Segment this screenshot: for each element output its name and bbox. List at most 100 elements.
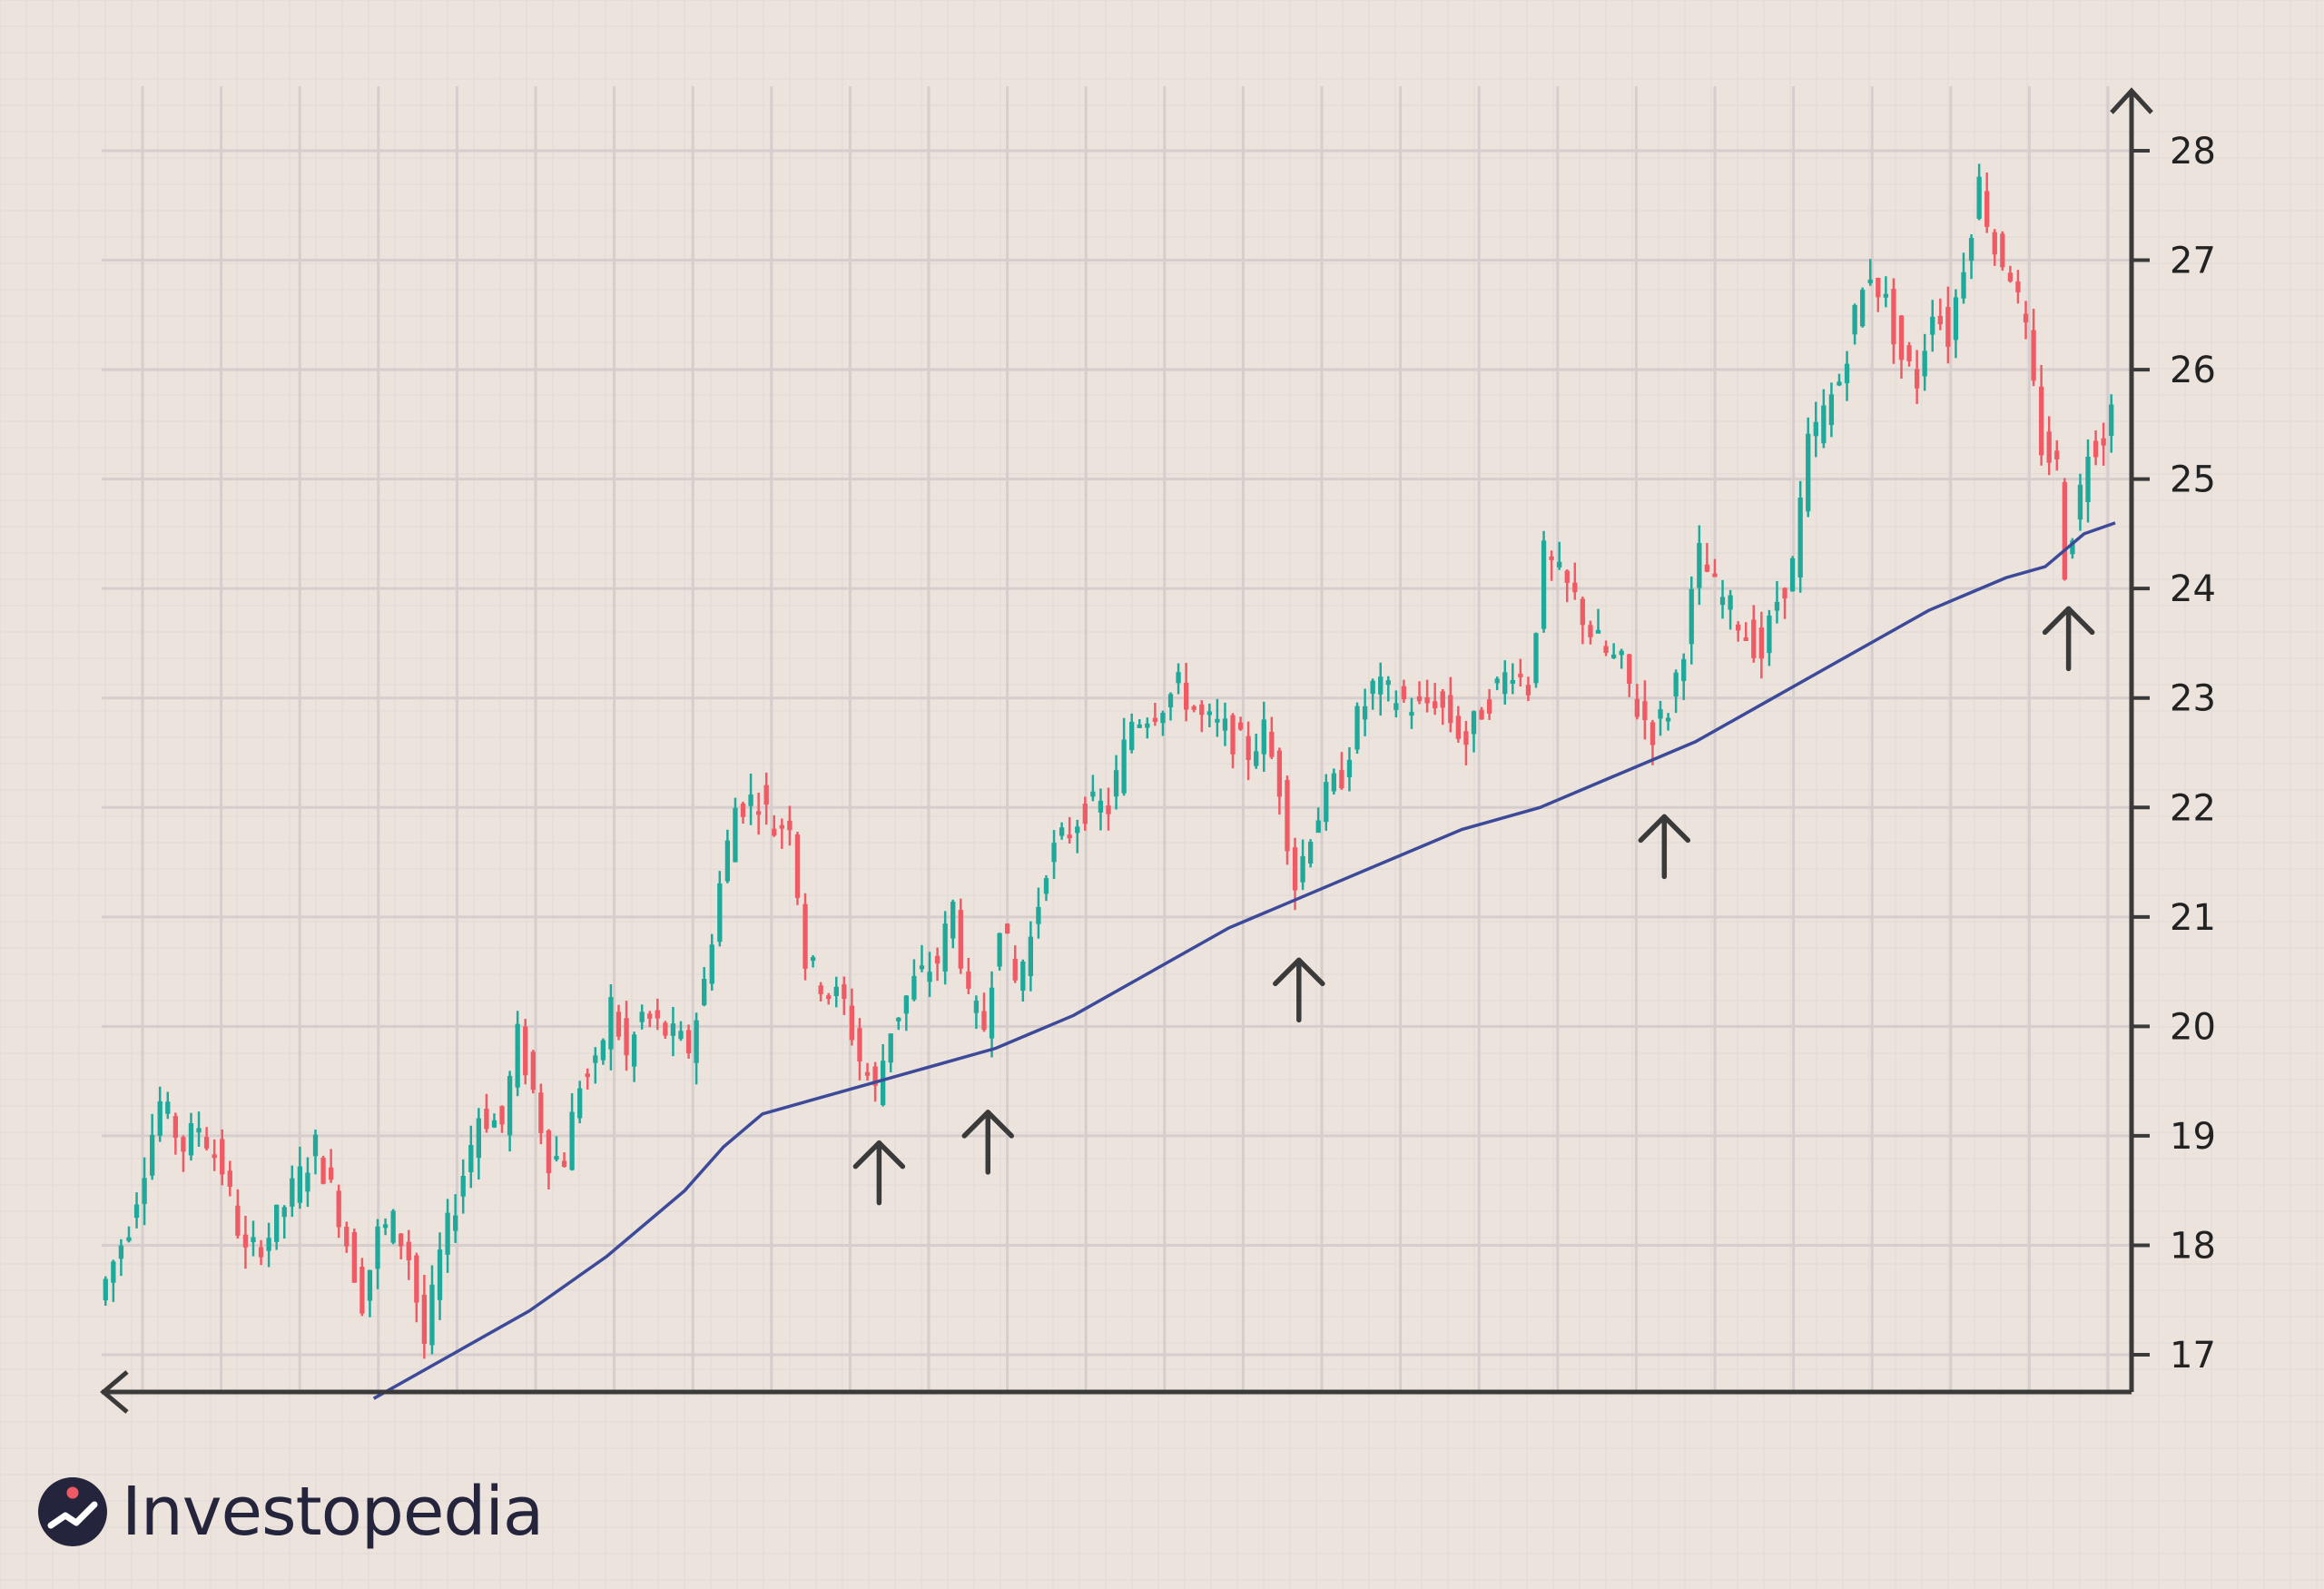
- candle-body: [647, 1013, 653, 1019]
- candle-body: [1261, 719, 1266, 755]
- candle-body: [1712, 573, 1718, 577]
- candle-body: [1059, 827, 1065, 836]
- candle-body: [1704, 564, 1710, 572]
- candle-body: [437, 1249, 443, 1300]
- candle-body: [1028, 936, 1034, 977]
- candle-body: [1976, 176, 1982, 219]
- candle-body: [1961, 271, 1966, 299]
- candle-body: [1681, 658, 1687, 682]
- candle-body: [290, 1178, 295, 1207]
- candle-body: [126, 1237, 132, 1241]
- candle-body: [382, 1224, 389, 1229]
- candle-body: [266, 1238, 271, 1251]
- candle-body: [1269, 731, 1275, 757]
- candle-body: [857, 1028, 862, 1062]
- candle-body: [1393, 703, 1399, 710]
- candle-body: [406, 1241, 411, 1260]
- candle-body: [1813, 421, 1818, 437]
- candle-body: [142, 1178, 147, 1204]
- y-tick-label: 19: [2170, 1116, 2216, 1158]
- candle-body: [1043, 878, 1049, 894]
- candle-body: [1906, 345, 1912, 361]
- candle-body: [2062, 481, 2067, 580]
- candle-body: [181, 1137, 186, 1152]
- candle-body: [577, 1088, 583, 1119]
- candlesticks: [103, 163, 2114, 1359]
- candle-body: [297, 1166, 303, 1203]
- up-arrow-head: [1273, 957, 1325, 987]
- candle-body: [1145, 723, 1150, 728]
- candle-body: [639, 1012, 645, 1022]
- candle-body: [1852, 304, 1857, 335]
- moving-average-line: [372, 521, 2116, 1400]
- candle-body: [538, 1092, 544, 1133]
- candle-body: [1642, 701, 1648, 721]
- y-tick-label: 18: [2170, 1225, 2216, 1267]
- candle-body: [150, 1134, 155, 1176]
- candle-body: [1930, 316, 1935, 335]
- candle-body: [1324, 782, 1329, 823]
- candle-body: [1860, 290, 1866, 327]
- candle-body: [1206, 711, 1212, 716]
- candle-body: [888, 1033, 893, 1063]
- candle-body: [118, 1245, 124, 1259]
- up-arrow-icon: [852, 1140, 906, 1206]
- up-arrow-head: [961, 1110, 1015, 1139]
- candle-body: [1968, 238, 1974, 262]
- candle-body: [274, 1204, 280, 1242]
- candle-body: [942, 923, 948, 972]
- candle-body: [1285, 780, 1290, 852]
- candle-body: [1743, 637, 1748, 642]
- candle-body: [1588, 625, 1593, 637]
- candle-body: [554, 1156, 559, 1160]
- candle-body: [794, 834, 801, 898]
- candle-body: [336, 1190, 341, 1228]
- candle-body: [1953, 297, 1959, 340]
- candle-body: [685, 1030, 692, 1054]
- candle-body: [220, 1139, 225, 1175]
- candle-body: [934, 955, 940, 964]
- candle-body: [1199, 704, 1205, 716]
- candle-body: [950, 902, 956, 939]
- candle-body: [251, 1237, 256, 1243]
- candle-body: [523, 1026, 528, 1076]
- candle-body: [678, 1031, 684, 1040]
- candle-body: [1315, 820, 1321, 834]
- candle-body: [1867, 279, 1873, 283]
- candle-body: [717, 883, 723, 943]
- candle-body: [2000, 233, 2005, 268]
- candle-body: [445, 1212, 450, 1255]
- candle-body: [911, 975, 917, 1000]
- y-tick-label: 17: [2170, 1335, 2216, 1377]
- candle-body: [1137, 724, 1142, 728]
- candle-body: [670, 1023, 676, 1036]
- candle-body: [1649, 722, 1656, 745]
- candle-body: [530, 1051, 536, 1091]
- candle-body: [507, 1075, 513, 1136]
- candle-body: [1533, 633, 1539, 684]
- candle-body: [1658, 709, 1663, 719]
- candle-body: [600, 1040, 606, 1061]
- candle-body: [1176, 672, 1181, 684]
- candle-body: [1370, 680, 1375, 695]
- candle-body: [1020, 961, 1026, 992]
- candle-body: [1557, 561, 1562, 568]
- candle-body: [1595, 629, 1601, 634]
- candle-body: [359, 1267, 365, 1314]
- candle-body: [1603, 646, 1609, 653]
- candle-body: [1767, 615, 1772, 654]
- candle-body: [1782, 587, 1787, 599]
- candle-body: [1665, 717, 1671, 722]
- candle-body: [1797, 498, 1803, 577]
- candle-body: [235, 1205, 241, 1236]
- candle-body: [997, 933, 1002, 967]
- candle-body: [1806, 433, 1811, 512]
- candle-body: [2101, 438, 2106, 446]
- up-arrow-icon: [2042, 606, 2095, 672]
- y-tick-label: 25: [2170, 459, 2216, 501]
- candle-body: [1789, 558, 1796, 592]
- up-arrow-icon: [961, 1110, 1015, 1175]
- candle-body: [1090, 791, 1096, 797]
- candle-body: [1572, 582, 1578, 593]
